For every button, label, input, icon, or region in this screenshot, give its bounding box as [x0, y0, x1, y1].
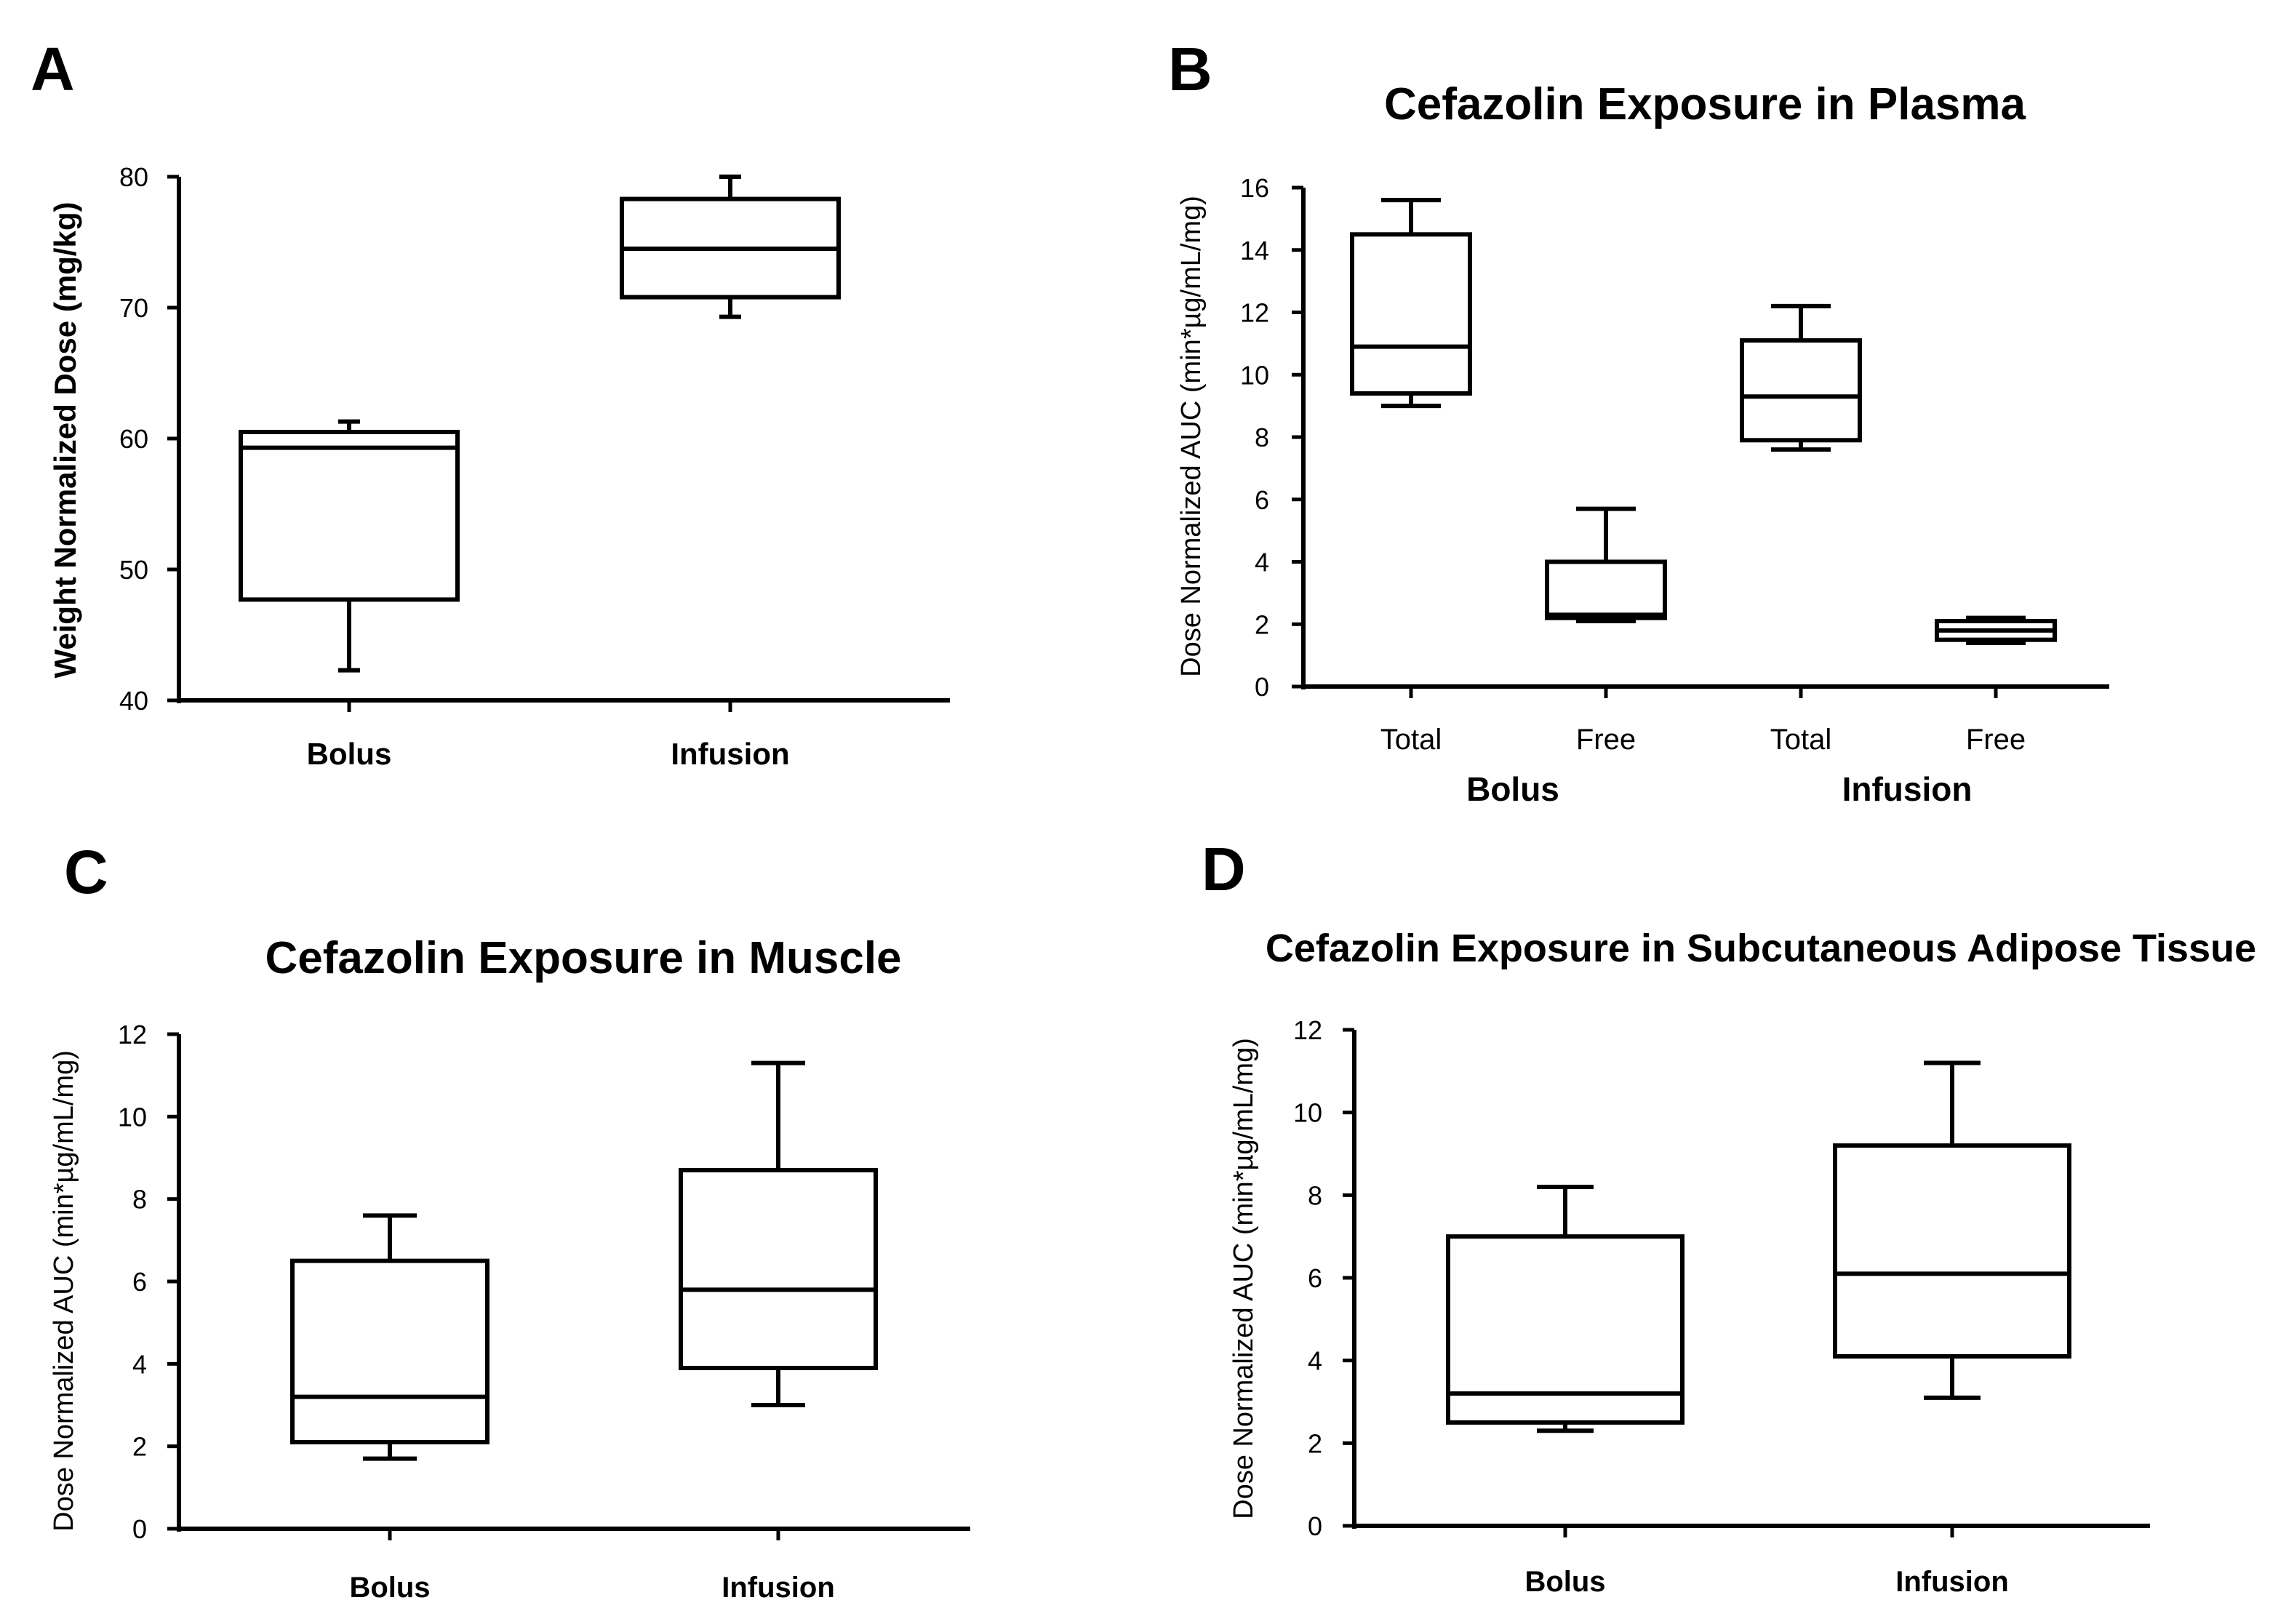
panel-b-box-2 — [1740, 303, 1862, 452]
panel-b-box-0-iqr — [1350, 232, 1472, 396]
panel-c-y-tick-label-4: 4 — [132, 1349, 147, 1379]
panel-c-box-0 — [290, 1213, 489, 1461]
panel-c-category-label-bolus: Bolus — [349, 1572, 430, 1604]
panel-c-y-tick-label-12: 12 — [118, 1020, 147, 1049]
panel-b-box-0 — [1350, 198, 1472, 409]
panel-b-y-tick-label-14: 14 — [1240, 236, 1269, 265]
panel-d-category-label-bolus: Bolus — [1524, 1566, 1605, 1598]
panel-c-y-axis-label: Dose Normalized AUC (min*µg/mL/mg) — [49, 1050, 79, 1532]
panel-c-title: Cefazolin Exposure in Muscle — [265, 933, 901, 983]
panel-a-y-axis-label: Weight Normalized Dose (mg/kg) — [48, 202, 82, 679]
panel-b-y-tick-label-2: 2 — [1255, 609, 1269, 639]
panel-d-boxes — [1446, 1060, 2071, 1433]
panel-b-box-3 — [1935, 615, 2057, 645]
panel-d-y-tick-label-6: 6 — [1308, 1263, 1322, 1293]
panel-d-box-1 — [1833, 1060, 2071, 1400]
panel-c-y-tick-label-10: 10 — [118, 1102, 147, 1132]
panel-d-y-tick-label-2: 2 — [1308, 1428, 1322, 1458]
panel-a-y-tick-label-60: 60 — [119, 424, 148, 454]
panel-b-y-tick-label-6: 6 — [1255, 485, 1269, 515]
panel-b-y-axis-label: Dose Normalized AUC (min*µg/mL/mg) — [1176, 196, 1207, 677]
panel-d: D Cefazolin Exposure in Subcutaneous Adi… — [1202, 835, 2256, 1598]
panel-c-box-0-iqr — [290, 1258, 489, 1444]
panel-b-title: Cefazolin Exposure in Plasma — [1384, 79, 2026, 129]
panel-c-axes: 0 2 4 6 8 10 12 — [118, 1020, 970, 1544]
panel-b-y-tick-label-10: 10 — [1240, 360, 1269, 390]
panel-d-box-0 — [1446, 1184, 1684, 1433]
panel-b-box-1 — [1545, 506, 1667, 623]
panel-c: C Cefazolin Exposure in Muscle Dose Norm… — [49, 838, 970, 1604]
panel-a-category-label-infusion: Infusion — [671, 737, 789, 771]
panel-c-boxes — [290, 1060, 878, 1461]
panel-c-letter: C — [64, 838, 108, 906]
panel-b-letter: B — [1168, 35, 1212, 103]
panel-b: B Cefazolin Exposure in Plasma Dose Norm… — [1168, 35, 2109, 808]
panel-d-letter: D — [1202, 835, 1246, 903]
panel-b-category-label-bolus-free: Free — [1576, 724, 1636, 756]
panel-a-axes: 40 50 60 70 80 — [119, 162, 950, 716]
panel-d-y-tick-label-10: 10 — [1293, 1098, 1322, 1128]
panel-d-axes: 0 2 4 6 8 10 12 — [1293, 1015, 2150, 1541]
panel-b-category-label-bolus-total: Total — [1380, 724, 1442, 756]
panel-b-group-label-bolus: Bolus — [1466, 770, 1559, 808]
panel-a-letter: A — [31, 35, 75, 103]
panel-c-y-tick-label-8: 8 — [132, 1185, 147, 1215]
panel-d-y-axis-label: Dose Normalized AUC (min*µg/mL/mg) — [1228, 1038, 1259, 1519]
panel-b-y-tick-label-4: 4 — [1255, 548, 1269, 577]
panel-c-y-tick-label-0: 0 — [132, 1514, 147, 1544]
panel-b-y-tick-label-16: 16 — [1240, 173, 1269, 203]
panel-a: A Weight Normalized Dose (mg/kg) 40 50 60 7… — [31, 35, 950, 771]
panel-a-box-1 — [620, 175, 841, 319]
panel-d-y-tick-label-12: 12 — [1293, 1015, 1322, 1045]
panel-b-category-label-infusion-total: Total — [1770, 724, 1832, 756]
panel-a-y-tick-label-70: 70 — [119, 293, 148, 323]
panel-b-category-label-infusion-free: Free — [1966, 724, 2026, 756]
panel-a-box-0 — [239, 419, 460, 673]
panel-d-y-tick-label-4: 4 — [1308, 1346, 1322, 1376]
panel-d-category-label-infusion: Infusion — [1895, 1566, 2009, 1598]
panel-b-y-tick-label-8: 8 — [1255, 423, 1269, 452]
panel-a-box-0-iqr — [239, 430, 460, 602]
panel-c-y-tick-label-6: 6 — [132, 1267, 147, 1297]
panel-d-box-1-iqr — [1833, 1143, 2071, 1359]
panel-a-y-tick-label-50: 50 — [119, 555, 148, 585]
panel-a-category-label-bolus: Bolus — [307, 737, 392, 771]
panel-b-group-label-infusion: Infusion — [1842, 770, 1973, 808]
panel-a-y-tick-label-40: 40 — [119, 686, 148, 716]
panel-d-y-tick-label-8: 8 — [1308, 1180, 1322, 1210]
panel-b-box-1-iqr — [1545, 559, 1667, 620]
panel-c-y-tick-label-2: 2 — [132, 1432, 147, 1462]
panel-c-box-1-iqr — [679, 1168, 878, 1370]
panel-b-y-tick-label-12: 12 — [1240, 298, 1269, 328]
panel-c-category-label-infusion: Infusion — [722, 1572, 835, 1604]
panel-b-y-tick-label-0: 0 — [1255, 672, 1269, 702]
panel-b-box-2-iqr — [1740, 338, 1862, 443]
panel-b-boxes — [1350, 198, 2057, 645]
panel-d-title: Cefazolin Exposure in Subcutaneous Adipo… — [1266, 927, 2256, 970]
panel-c-box-1 — [679, 1060, 878, 1407]
panel-d-y-tick-label-0: 0 — [1308, 1511, 1322, 1541]
panel-a-y-tick-label-80: 80 — [119, 162, 148, 192]
panel-b-axes: 0 2 4 6 8 10 12 14 16 — [1240, 173, 2109, 702]
panel-a-boxes — [239, 175, 841, 673]
